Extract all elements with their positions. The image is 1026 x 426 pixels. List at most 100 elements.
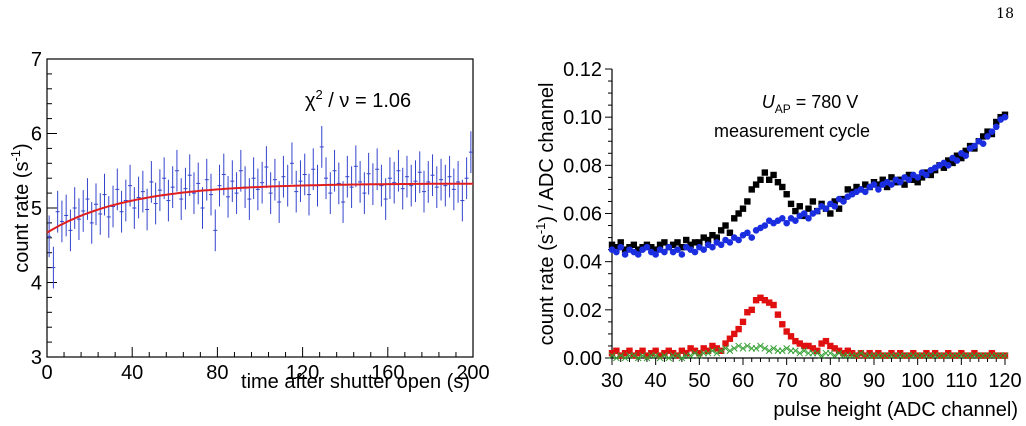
right-x-tick-label: 100 [901, 370, 934, 392]
right-series2-point [958, 349, 965, 357]
right-data-points [608, 111, 1009, 362]
right-series0-point [766, 176, 773, 183]
right-y-tick-label: 0.04 [563, 252, 602, 274]
right-series1-point [905, 176, 913, 184]
right-series1-point [840, 198, 847, 205]
right-series3-point [800, 347, 808, 355]
right-series3-point [661, 352, 668, 359]
left-x-tick-label: 160 [371, 362, 404, 384]
right-chart: 30 40 50 60 70 80 90 100 110 120 0.00 0.02 0.04 0.06 0… [533, 59, 1022, 421]
right-series3-point [835, 349, 843, 357]
right-series3-point [770, 345, 777, 352]
right-series2-point [945, 349, 952, 357]
right-series3-point [765, 347, 773, 355]
left-x-axis-label: time after shutter open (s) [241, 371, 470, 393]
right-series3-point [826, 349, 834, 357]
right-series0-point [979, 133, 987, 140]
right-series0-point [613, 244, 620, 251]
right-series1-point [979, 140, 987, 147]
right-series2-point [735, 325, 742, 333]
right-series1-point [634, 251, 642, 258]
right-series1-point [888, 181, 895, 188]
right-series3-point [796, 349, 804, 357]
right-series1-point [678, 251, 686, 258]
right-series3-point [853, 352, 860, 359]
right-series0-point [752, 181, 760, 188]
right-series1-point [962, 152, 969, 159]
right-series3-point [691, 349, 699, 357]
right-series0-point [704, 236, 712, 244]
right-series1-point [643, 243, 651, 251]
right-series2-point [748, 306, 755, 314]
right-series3-point [735, 342, 742, 350]
left-y-tick-label: 7 [31, 49, 42, 71]
left-y-tick-label: 5 [31, 198, 42, 220]
right-series1-point [744, 229, 751, 237]
right-series1-point [792, 217, 799, 225]
right-series1-point [761, 222, 769, 229]
right-series0-point [879, 176, 886, 183]
right-x-tick-label: 30 [601, 370, 623, 392]
right-series2-point [613, 347, 620, 354]
right-series3-point [634, 354, 642, 362]
right-series2-point [814, 347, 821, 354]
right-series0-point [993, 118, 1000, 126]
right-series2-point [875, 349, 882, 357]
right-series0-point [888, 174, 895, 181]
right-series1-point [914, 174, 921, 181]
right-series2-point [700, 345, 707, 352]
right-series2-point [639, 347, 646, 354]
right-series2-point [931, 349, 939, 357]
right-y-tick-label: 0.08 [563, 155, 602, 177]
right-series1-point [988, 128, 996, 135]
right-series1-point [661, 248, 668, 256]
right-series2-point [761, 297, 769, 304]
right-series3-point [831, 352, 839, 359]
right-series2-point [643, 352, 651, 359]
right-series1-point [717, 241, 725, 249]
right-x-tick-label: 120 [988, 370, 1021, 392]
right-series0-point [678, 244, 686, 251]
right-series1-point [923, 171, 930, 179]
right-series1-point [617, 243, 625, 251]
right-series2-point [652, 347, 659, 354]
right-series1-point [870, 181, 878, 188]
right-series3-point [704, 349, 712, 357]
right-x-tick-label: 110 [945, 370, 977, 392]
right-series0-point [835, 205, 843, 212]
right-series0-point [717, 227, 725, 234]
right-series2-point [665, 347, 672, 354]
right-series1-point [944, 162, 952, 169]
right-series3-point [813, 349, 821, 357]
right-series2-point [770, 301, 777, 309]
right-series1-point [735, 236, 742, 244]
right-series2-point [626, 347, 633, 354]
right-series0-point [940, 164, 948, 171]
left-x-tick-label: 0 [41, 362, 52, 384]
right-voltage-annotation: UAP = 780 V [762, 92, 859, 116]
left-chi2-annotation: χ2 / ν = 1.06 [305, 87, 411, 112]
right-series0-point [958, 154, 965, 162]
left-chart: 0 40 80 120 160 200 3 4 5 6 7 χ2 / ν = 1.06 time a… [8, 49, 490, 393]
right-series0-point [608, 241, 616, 249]
right-series0-point [984, 128, 991, 135]
right-series0-point [652, 246, 659, 253]
right-series0-point [661, 239, 668, 246]
right-series0-point [709, 231, 716, 239]
right-y-tick-label: 0.10 [563, 107, 602, 129]
right-series3-point [744, 342, 751, 350]
right-series0-point [774, 178, 782, 186]
right-x-tick-label: 40 [645, 370, 667, 392]
right-y-axis-label: count rate (s-1) / ADC channel [533, 83, 558, 346]
right-x-axis-label: pulse height (ADC channel) [773, 399, 1018, 421]
right-series3-point [639, 352, 646, 359]
right-series0-point [761, 169, 769, 176]
right-series2-point [621, 349, 629, 357]
right-series3-point [818, 352, 825, 359]
right-series1-point [800, 210, 808, 217]
right-series2-point [923, 349, 930, 357]
left-y-axis-label: count rate (s-1) [8, 143, 33, 272]
left-fit-curve [46, 182, 473, 234]
right-series3-point [643, 354, 651, 362]
left-axis-ticks: 0 40 80 120 160 200 3 4 5 6 7 [31, 49, 490, 384]
